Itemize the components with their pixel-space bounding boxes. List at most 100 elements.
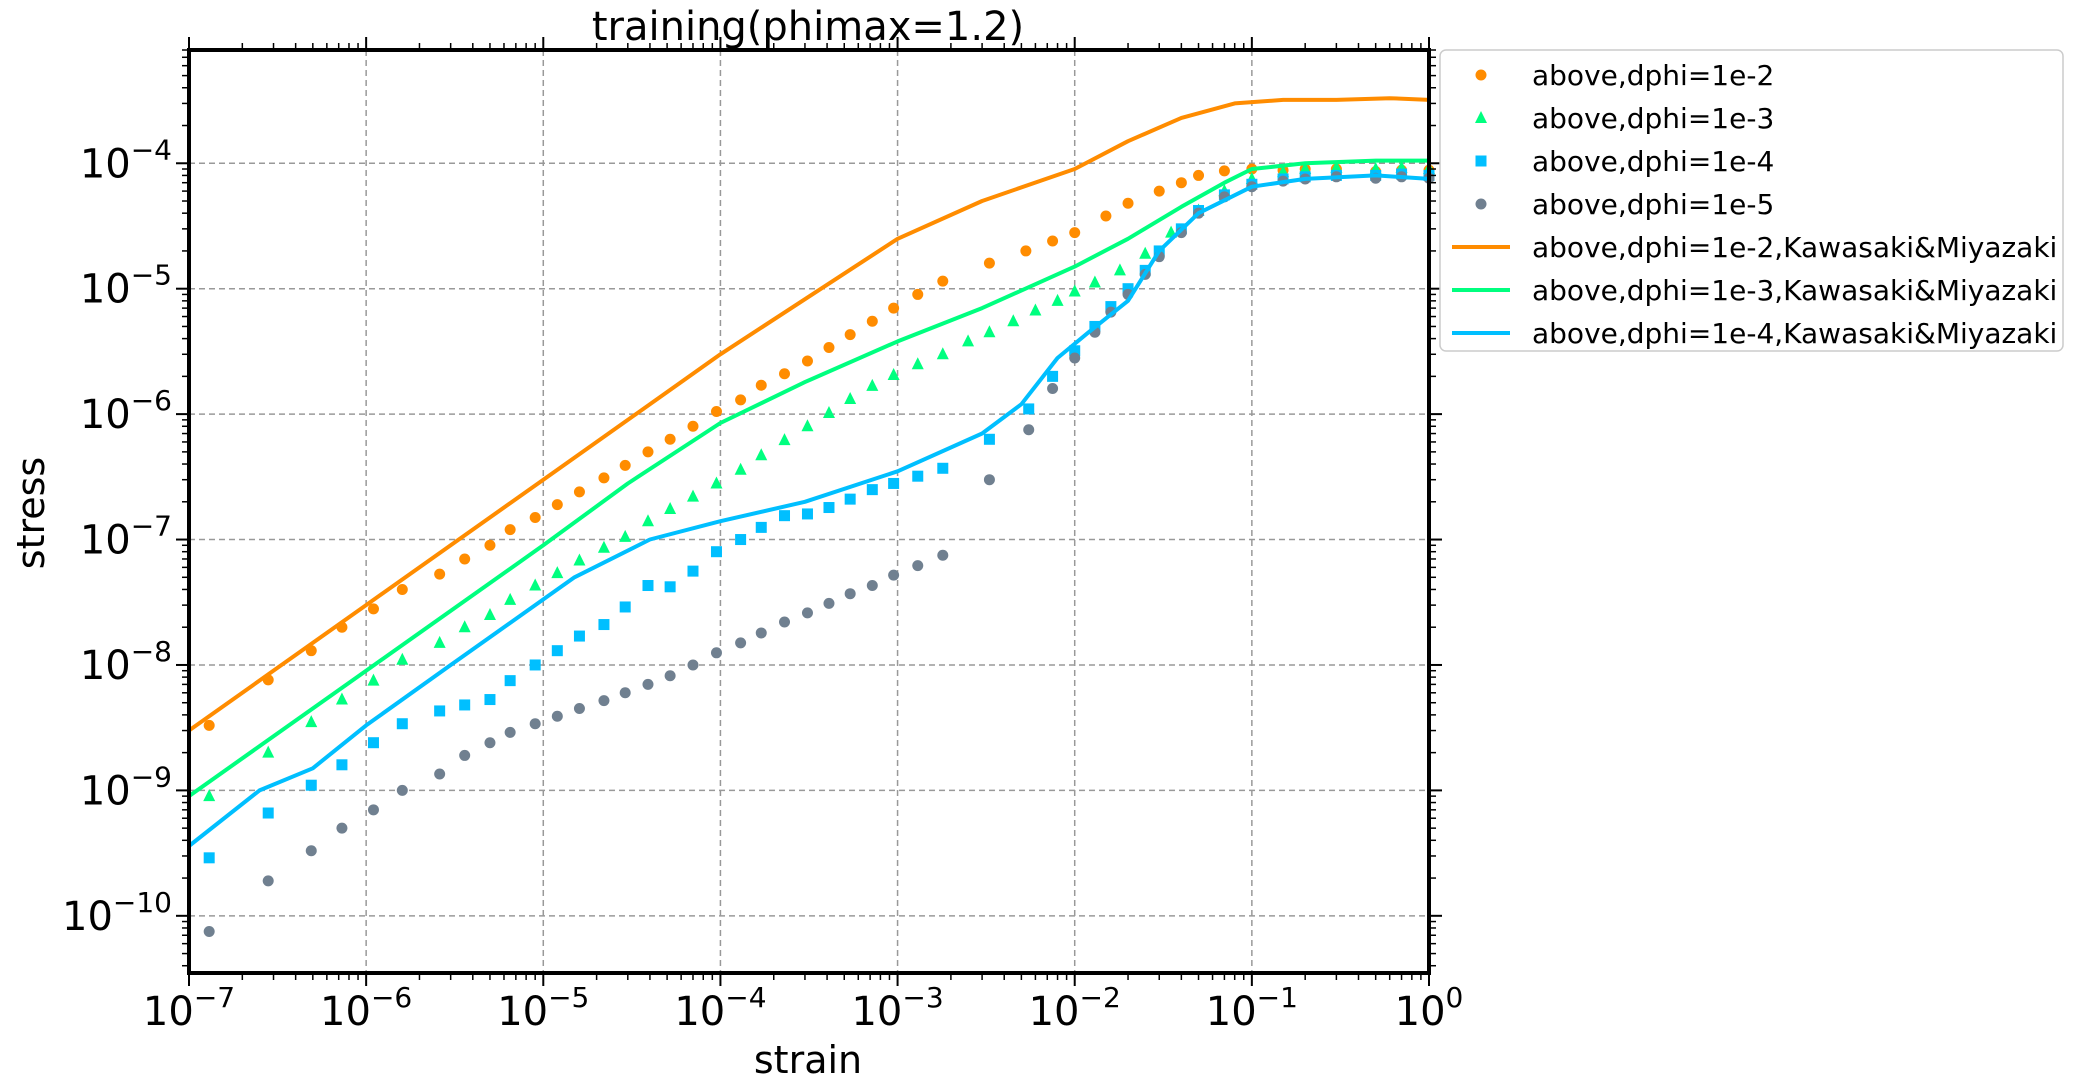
legend-box — [1439, 49, 2064, 352]
series-line — [187, 96, 1430, 733]
data-point — [664, 581, 676, 593]
data-point — [367, 673, 380, 686]
data-point — [1047, 383, 1059, 395]
data-point — [912, 470, 924, 482]
x-tick-label: 10−2 — [1029, 981, 1121, 1035]
data-point — [203, 719, 215, 731]
data-point — [1069, 345, 1081, 357]
data-point — [459, 699, 471, 711]
data-point — [1023, 403, 1035, 415]
data-point — [778, 433, 791, 446]
data-point — [779, 510, 791, 522]
data-point — [262, 875, 274, 887]
data-point — [396, 784, 408, 796]
data-point — [844, 588, 856, 600]
data-point — [866, 378, 879, 391]
grid — [189, 50, 1429, 973]
data-point — [434, 768, 446, 780]
data-point — [305, 715, 318, 728]
data-point — [203, 925, 215, 937]
data-point — [262, 807, 274, 819]
data-point — [664, 502, 677, 515]
legend-item: above,dphi=1e-4,Kawasaki&Miyazaki — [1452, 317, 2057, 350]
data-point — [433, 635, 446, 648]
data-point — [687, 659, 699, 671]
data-point — [1299, 162, 1312, 175]
legend-swatch — [1475, 198, 1487, 210]
legend-item: above,dphi=1e-3,Kawasaki&Miyazaki — [1452, 274, 2057, 307]
data-point — [458, 620, 471, 633]
data-point — [529, 659, 541, 671]
data-point — [262, 745, 275, 758]
data-point — [619, 529, 632, 542]
data-point — [367, 804, 379, 816]
data-point — [755, 379, 767, 391]
data-point — [735, 394, 747, 406]
data-point — [912, 560, 924, 572]
data-point — [642, 580, 654, 592]
data-point — [937, 275, 949, 287]
series-1 — [203, 163, 1435, 731]
legend-item: above,dphi=1e-4 — [1475, 145, 1774, 178]
data-point — [983, 433, 995, 445]
data-point — [887, 368, 900, 381]
data-point — [336, 822, 348, 834]
legend-label: above,dphi=1e-3 — [1532, 102, 1774, 135]
data-point — [336, 759, 348, 771]
data-point — [504, 726, 516, 738]
data-point — [459, 553, 471, 565]
series-5 — [187, 96, 1430, 733]
legend-label: above,dphi=1e-4 — [1532, 145, 1774, 178]
series-4 — [203, 171, 1435, 937]
data-point — [801, 419, 814, 432]
y-tick-label: 10−8 — [80, 635, 172, 689]
series-line — [187, 158, 1429, 798]
legend-item: above,dphi=1e-2 — [1475, 59, 1774, 92]
data-point — [396, 583, 408, 595]
data-point — [597, 540, 610, 553]
data-point — [1122, 283, 1134, 295]
data-point — [888, 477, 900, 489]
data-point — [1113, 263, 1126, 276]
data-point — [529, 578, 542, 591]
y-tick-label: 10−4 — [80, 133, 172, 187]
data-point — [484, 737, 496, 749]
data-point — [936, 347, 949, 360]
data-point — [396, 652, 409, 665]
data-point — [983, 325, 996, 338]
data-point — [642, 446, 654, 458]
data-point — [573, 702, 585, 714]
series-3 — [203, 168, 1435, 864]
data-point — [983, 474, 995, 486]
data-point — [551, 645, 563, 657]
legend-label: above,dphi=1e-3,Kawasaki&Miyazaki — [1532, 274, 2057, 307]
legend-swatch — [1475, 155, 1487, 167]
axis-ticks — [176, 37, 1442, 986]
chart-title: training(phimax=1.2) — [592, 4, 1024, 50]
data-point — [687, 565, 699, 577]
data-point — [434, 568, 446, 580]
data-point — [1105, 301, 1117, 313]
data-point — [1139, 246, 1152, 259]
data-point — [598, 472, 610, 484]
data-point — [710, 405, 722, 417]
data-point — [598, 695, 610, 707]
legend-label: above,dphi=1e-2 — [1532, 59, 1774, 92]
data-point — [396, 718, 408, 730]
data-point — [1193, 169, 1205, 181]
data-point — [203, 852, 215, 864]
data-point — [1023, 424, 1035, 436]
data-point — [1175, 177, 1187, 189]
data-point — [962, 334, 975, 347]
data-point — [459, 749, 471, 761]
y-tick-label: 10−9 — [80, 760, 172, 814]
data-point — [619, 459, 631, 471]
x-tick-label: 100 — [1395, 981, 1464, 1035]
data-point — [1020, 245, 1032, 257]
data-point — [779, 616, 791, 628]
data-point — [504, 592, 517, 605]
data-point — [937, 462, 949, 474]
data-point — [664, 433, 676, 445]
data-point — [483, 608, 496, 621]
